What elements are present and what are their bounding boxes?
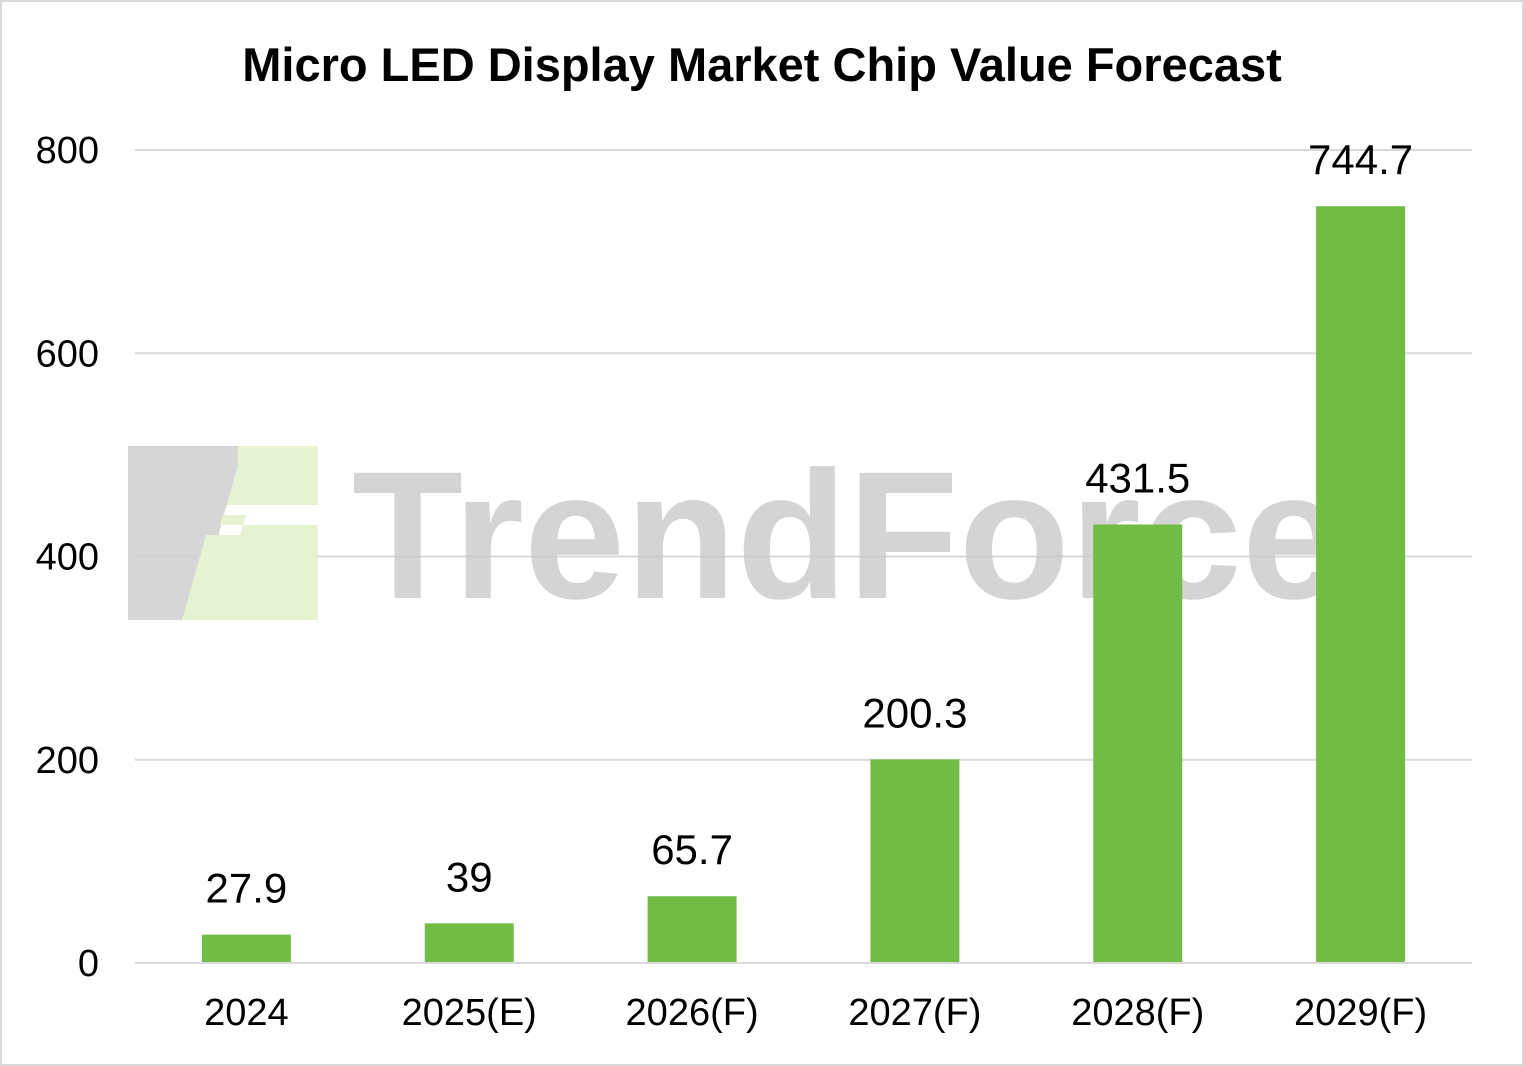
data-label: 200.3 [862, 689, 967, 736]
x-tick-labels: 2024 2025(E) 2026(F) 2027(F) 2028(F) 2029(F) [204, 992, 1427, 1034]
x-tick-label: 2025(E) [402, 992, 537, 1034]
data-label: 431.5 [1085, 454, 1190, 501]
chart-title: Micro LED Display Market Chip Value Fore… [242, 38, 1282, 91]
bar-2026(F) [647, 896, 737, 963]
y-tick-label: 400 [36, 537, 99, 579]
x-tick-label: 2024 [204, 992, 289, 1034]
x-tick-label: 2029(F) [1294, 992, 1427, 1034]
bar-2027(F) [870, 759, 960, 963]
data-labels: 27.9 39 65.7 200.3 431.5 744.7 [206, 136, 1414, 911]
x-tick-label: 2027(F) [848, 992, 981, 1034]
watermark-text: TrendForce [352, 433, 1343, 637]
trendforce-logo-icon [128, 446, 318, 620]
bar-2024 [201, 934, 291, 963]
y-tick-label: 0 [78, 943, 99, 985]
y-tick-labels: 0 200 400 600 800 [36, 130, 99, 985]
x-tick-label: 2028(F) [1071, 992, 1204, 1034]
x-tick-label: 2026(F) [626, 992, 759, 1034]
bar-2028(F) [1093, 524, 1183, 963]
y-tick-label: 600 [36, 333, 99, 375]
bar-2029(F) [1316, 206, 1406, 964]
gridlines [135, 149, 1472, 761]
y-tick-label: 800 [36, 130, 99, 172]
data-label: 27.9 [206, 865, 288, 912]
data-label: 65.7 [651, 826, 733, 873]
y-tick-label: 200 [36, 740, 99, 782]
data-label: 744.7 [1308, 136, 1413, 183]
bar-2025(E) [424, 923, 514, 963]
bars [201, 206, 1406, 964]
data-label: 39 [446, 853, 493, 900]
